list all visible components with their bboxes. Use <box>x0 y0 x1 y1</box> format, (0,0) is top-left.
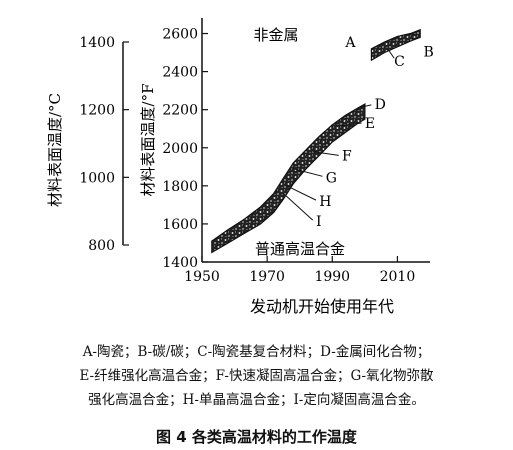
y-tick-label: 2600 <box>162 27 198 43</box>
series-label-E: E <box>365 116 375 132</box>
series-label-C: C <box>394 54 405 70</box>
series-label-H: H <box>319 194 331 210</box>
series-label-D: D <box>375 97 386 113</box>
leader-C <box>387 48 395 59</box>
series-label-B: B <box>423 45 433 61</box>
leader-I <box>283 193 314 221</box>
main-axes: 1400 1600 1800 2000 2200 2400 2600 1950 1970 1990… <box>162 18 430 285</box>
data-bands <box>211 28 421 254</box>
x-tick-label: 1970 <box>249 269 285 285</box>
leader-G <box>293 168 323 177</box>
series-label-G: G <box>326 170 337 186</box>
x-axis-label: 发动机开始使用年代 <box>250 297 394 316</box>
y-tick-label: 1400 <box>162 255 198 271</box>
legend-line-3: 强化高温合金；H-单晶高温合金；I-定向凝固高温合金。 <box>88 392 425 408</box>
y-tick-label: 1600 <box>162 217 198 233</box>
series-label-A: A <box>344 35 356 51</box>
chart: 800 1000 1200 1400 1400 1600 1800 2000 2200 2400… <box>46 18 434 316</box>
y-axis-label-fahrenheit: 材料表面温度/°F <box>139 84 157 197</box>
leader-D <box>358 104 372 109</box>
leader-H <box>286 185 317 201</box>
annotation-superalloy: 普通高温合金 <box>255 240 345 258</box>
x-tick-label: 1990 <box>314 269 350 285</box>
legend-line-1: A-陶瓷；B-碳/碳；C-陶瓷基复合材料；D-金属间化合物； <box>82 344 431 360</box>
band-1 <box>211 102 366 254</box>
series-label-I: I <box>316 214 322 230</box>
annotation-nonmetal: 非金属 <box>253 26 298 44</box>
celsius-tick-label: 1400 <box>79 35 115 51</box>
legend-line-2: E-纤维强化高温合金；F-快速凝固高温合金；G-氧化物弥散 <box>79 368 434 384</box>
celsius-tick-label: 1000 <box>79 170 115 186</box>
leader-E <box>338 122 362 127</box>
y-tick-label: 2200 <box>162 103 198 119</box>
band-2 <box>370 28 421 62</box>
figure-caption: 图 4 各类高温材料的工作温度 <box>156 428 357 446</box>
left-celsius-axis: 800 1000 1200 1400 <box>79 35 129 254</box>
celsius-tick-label: 800 <box>88 238 115 254</box>
celsius-tick-label: 1200 <box>79 103 115 119</box>
x-tick-label: 1950 <box>184 269 220 285</box>
y-tick-label: 1800 <box>162 179 198 195</box>
leader-F <box>312 151 339 156</box>
series-label-F: F <box>342 148 352 164</box>
y-tick-label: 2000 <box>162 141 198 157</box>
y-tick-label: 2400 <box>162 65 198 81</box>
leader-lines <box>283 48 395 221</box>
x-tick-label: 2010 <box>380 269 416 285</box>
y-axis-label-celsius: 材料表面温度/°C <box>46 93 64 207</box>
